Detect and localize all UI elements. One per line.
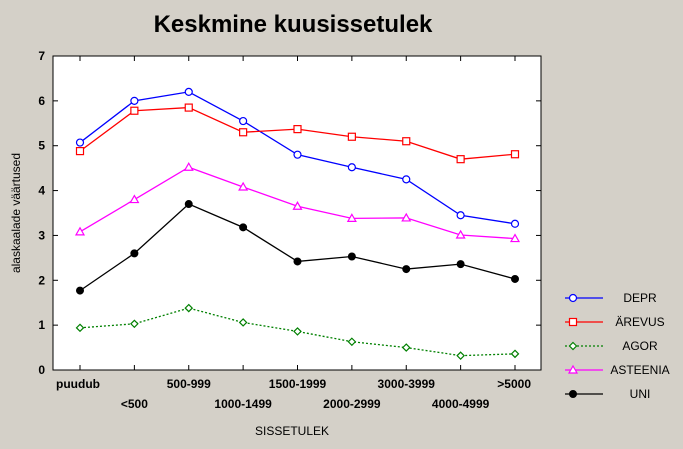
data-point (456, 211, 465, 220)
series-line (79, 307, 516, 357)
legend-label: DEPR (623, 291, 657, 305)
data-point (293, 125, 302, 134)
data-point (184, 303, 194, 313)
data-point (293, 327, 302, 336)
data-point (130, 319, 139, 329)
legend-marker (567, 364, 579, 374)
data-point (456, 155, 465, 164)
data-point (402, 265, 411, 274)
data-point (76, 286, 84, 295)
y-tick-label: 2 (38, 273, 45, 287)
data-point (293, 257, 302, 266)
data-point (402, 137, 411, 146)
legend: DEPR ÄREVUS AGOR ASTEENIA UNI (565, 291, 670, 401)
x-tick-label: 1000-1499 (214, 397, 272, 411)
series-depr (75, 87, 520, 228)
data-point (75, 138, 85, 147)
data-point (183, 162, 194, 171)
data-point (292, 201, 303, 210)
x-tick-label: 3000-3999 (378, 377, 436, 391)
legend-label: ÄREVUS (615, 315, 664, 329)
data-point (456, 351, 465, 360)
data-point (347, 163, 356, 172)
legend-marker (568, 341, 578, 351)
data-point (510, 219, 520, 228)
data-point (347, 132, 356, 141)
data-point (239, 128, 248, 137)
data-point (238, 318, 248, 327)
series-asteenia (74, 162, 521, 243)
legend-label: UNI (630, 387, 651, 401)
legend-marker (569, 390, 577, 398)
legend-item: DEPR (565, 291, 657, 305)
plot-area (52, 55, 542, 371)
legend-label: ASTEENIA (610, 363, 669, 377)
y-tick-label: 3 (38, 228, 45, 242)
data-point (238, 181, 249, 191)
x-axis-title: SISSETULEK (255, 424, 329, 438)
legend-marker (568, 317, 578, 327)
series-agor (75, 303, 520, 360)
data-point (184, 103, 193, 112)
data-point (510, 349, 520, 359)
x-tick-label: 500-999 (167, 377, 211, 391)
x-tick-label: 1500-1999 (269, 377, 327, 391)
data-point (239, 116, 248, 126)
x-tick-label: 4000-4999 (432, 397, 490, 411)
data-point (401, 212, 412, 222)
legend-item: AGOR (565, 339, 658, 353)
data-point (456, 260, 465, 269)
y-axis-title: alaskaalade väärtused (9, 153, 23, 273)
legend-item: ÄREVUS (565, 315, 665, 329)
data-point (130, 96, 139, 105)
data-point (184, 87, 193, 96)
y-tick-label: 0 (38, 363, 45, 377)
y-tick-label: 5 (38, 139, 45, 153)
y-tick-label: 1 (38, 318, 45, 332)
data-point (293, 150, 302, 159)
x-tick-label: >5000 (497, 377, 531, 391)
data-point (511, 274, 519, 283)
data-point (184, 200, 193, 209)
y-axis: 0 1 2 3 4 5 6 7 (38, 49, 541, 377)
data-point (75, 323, 85, 333)
data-point (129, 194, 140, 204)
data-point (509, 233, 521, 243)
data-point (401, 343, 411, 352)
legend-item: UNI (565, 387, 650, 401)
y-tick-label: 7 (38, 49, 45, 63)
data-point (239, 223, 248, 232)
y-tick-label: 6 (38, 94, 45, 108)
data-point (346, 213, 357, 222)
x-tick-label: puudub (56, 377, 100, 391)
data-point (347, 337, 357, 347)
chart-title: Keskmine kuusissetulek (154, 11, 433, 38)
series-ärevus (75, 103, 520, 164)
x-tick-label: 2000-2999 (323, 397, 381, 411)
data-point (455, 229, 466, 239)
data-point (130, 249, 139, 258)
data-point (75, 146, 85, 156)
x-tick-label: <500 (121, 397, 148, 411)
data-point (510, 150, 520, 159)
data-point (130, 106, 139, 115)
data-point (74, 226, 86, 236)
legend-label: AGOR (622, 339, 658, 353)
y-tick-label: 4 (38, 184, 45, 198)
data-point (347, 252, 356, 261)
series-uni (76, 200, 519, 295)
legend-marker (568, 293, 578, 303)
series-layer (74, 87, 521, 360)
legend-item: ASTEENIA (565, 363, 670, 377)
data-point (402, 175, 411, 184)
